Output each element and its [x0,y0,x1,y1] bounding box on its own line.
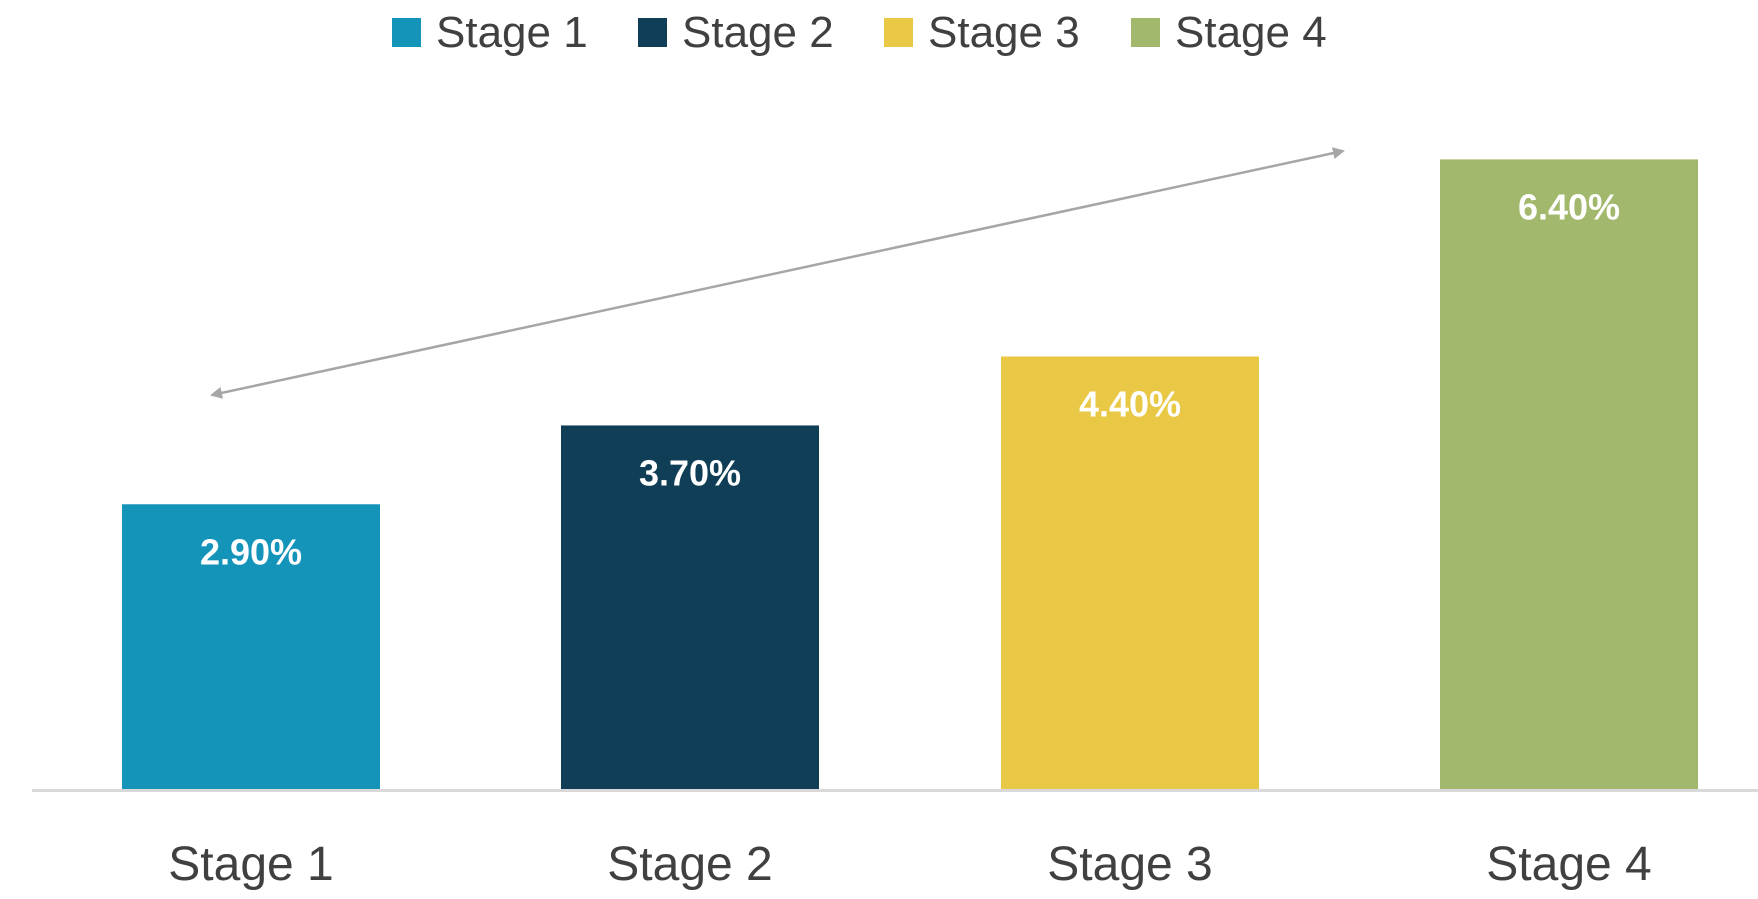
legend-swatch-2 [638,18,667,47]
x-axis-tick-labels: Stage 1 Stage 2 Stage 3 Stage 4 [168,838,1651,891]
data-label-2: 3.70% [639,452,741,493]
data-label-4: 6.40% [1518,186,1620,227]
x-tick-label-2: Stage 2 [607,838,772,891]
x-tick-label-1: Stage 1 [168,838,333,891]
x-tick-label-3: Stage 3 [1047,838,1212,891]
bar-stage-1 [122,504,380,790]
x-tick-label-4: Stage 4 [1486,838,1651,891]
bar-stage-4 [1440,159,1698,791]
legend-label-3: Stage 3 [928,8,1080,57]
legend-label-4: Stage 4 [1175,8,1327,57]
data-labels: 2.90% 3.70% 4.40% 6.40% [200,186,1620,572]
bar-stage-2 [561,425,819,790]
legend-label-2: Stage 2 [682,8,834,57]
legend: Stage 1 Stage 2 Stage 3 Stage 4 [392,8,1327,57]
data-label-3: 4.40% [1079,383,1181,424]
bar-stage-3 [1001,356,1259,790]
trend-arrow [210,147,1345,399]
legend-swatch-1 [392,18,421,47]
bars [122,159,1698,791]
legend-swatch-3 [884,18,913,47]
legend-swatch-4 [1131,18,1160,47]
legend-label-1: Stage 1 [436,8,588,57]
data-label-1: 2.90% [200,531,302,572]
